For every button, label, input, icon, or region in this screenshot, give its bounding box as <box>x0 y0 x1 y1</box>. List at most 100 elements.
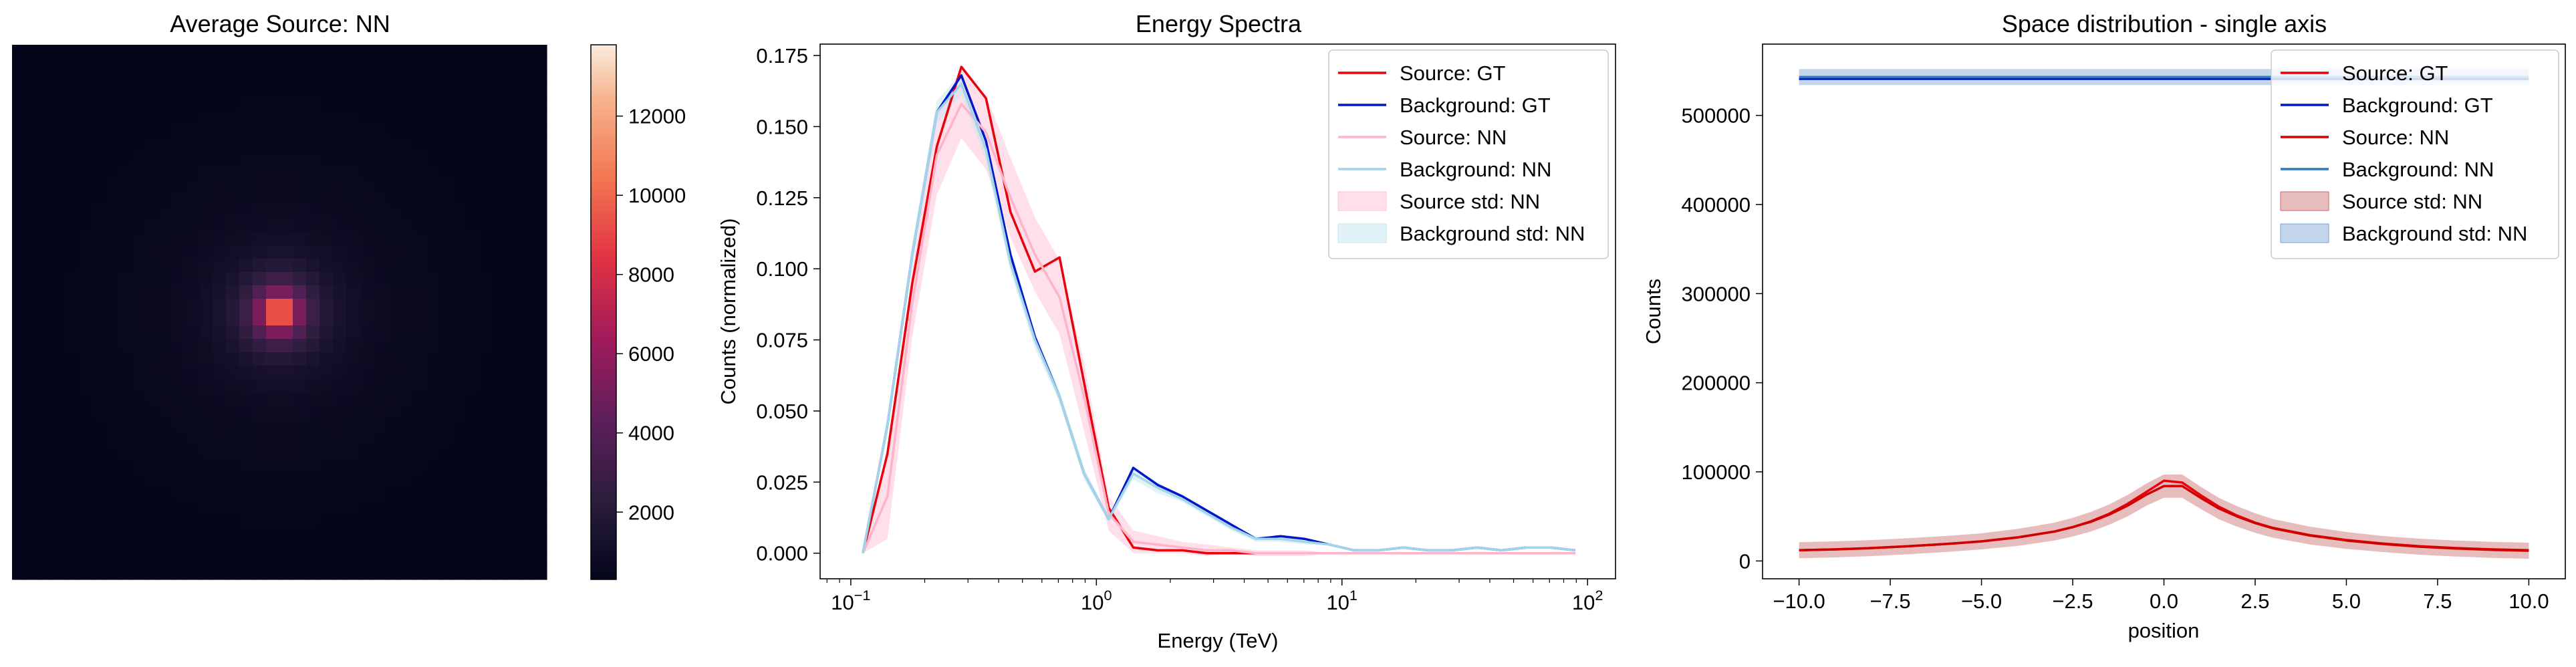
heatmap-cell <box>400 152 414 166</box>
heatmap-cell <box>119 366 133 380</box>
heatmap-cell <box>520 259 534 273</box>
heatmap-cell <box>520 299 534 313</box>
heatmap-cell <box>66 272 80 286</box>
heatmap-cell <box>146 192 160 206</box>
heatmap-cell <box>493 406 507 420</box>
heatmap-cell <box>119 499 133 513</box>
heatmap-cell <box>159 379 173 393</box>
heatmap-cell <box>467 272 481 286</box>
heatmap-cell <box>480 72 494 86</box>
heatmap-cell <box>319 245 334 259</box>
heatmap-cell <box>66 285 80 299</box>
heatmap-cell <box>39 566 53 580</box>
heatmap-cell <box>199 58 213 72</box>
heatmap-cell <box>66 312 80 326</box>
heatmap-cell <box>239 285 253 299</box>
heatmap-cell <box>106 392 120 406</box>
heatmap-cell <box>373 138 387 152</box>
heatmap-cell <box>507 125 521 139</box>
heatmap-cell <box>533 499 547 513</box>
heatmap-cell <box>360 352 374 366</box>
heatmap-cell <box>373 553 387 567</box>
heatmap-cell <box>400 352 414 366</box>
heatmap-cell <box>92 432 106 446</box>
heatmap-cell <box>66 58 80 72</box>
heatmap-cell <box>119 125 133 139</box>
heatmap-cell <box>66 152 80 166</box>
heatmap-cell <box>253 45 267 59</box>
heatmap-cell <box>279 352 293 366</box>
heatmap-cell <box>266 205 280 219</box>
heatmap-cell <box>25 138 39 152</box>
heatmap-cell <box>467 486 481 500</box>
heatmap-cell <box>480 419 494 433</box>
space-distribution-title: Space distribution - single axis <box>2002 10 2327 37</box>
heatmap-cell <box>413 352 427 366</box>
heatmap-cell <box>106 539 120 553</box>
heatmap-cell <box>92 526 106 540</box>
heatmap-cell <box>52 406 66 420</box>
heatmap-cell <box>66 138 80 152</box>
heatmap-cell <box>493 72 507 86</box>
heatmap-cell <box>213 526 227 540</box>
heatmap-cell <box>480 58 494 72</box>
x-tick-label: 10.0 <box>2508 589 2549 613</box>
heatmap-cell <box>386 219 400 233</box>
heatmap-cell <box>279 138 293 152</box>
heatmap-cell <box>66 219 80 233</box>
heatmap-cell <box>253 526 267 540</box>
heatmap-cell <box>400 379 414 393</box>
heatmap-cell <box>106 459 120 473</box>
heatmap-cell <box>119 513 133 527</box>
heatmap-cell <box>333 285 347 299</box>
heatmap-cell <box>119 58 133 72</box>
heatmap-cell <box>413 245 427 259</box>
heatmap-cell <box>39 285 53 299</box>
heatmap-cell <box>319 432 334 446</box>
heatmap-cell <box>106 432 120 446</box>
heatmap-cell <box>386 299 400 313</box>
heatmap-cell <box>199 392 213 406</box>
heatmap-cell <box>533 85 547 99</box>
heatmap-cell <box>266 259 280 273</box>
heatmap-cell <box>186 272 200 286</box>
heatmap-cell <box>520 459 534 473</box>
heatmap-cell <box>79 459 93 473</box>
heatmap-cell <box>346 299 360 313</box>
heatmap-cell <box>319 285 334 299</box>
heatmap-cell <box>226 446 240 460</box>
heatmap-cell <box>293 219 307 233</box>
heatmap-cell <box>413 526 427 540</box>
heatmap-cell <box>386 392 400 406</box>
heatmap-cell <box>39 45 53 59</box>
heatmap-cell <box>92 232 106 246</box>
heatmap-cell <box>39 325 53 340</box>
heatmap-cell <box>346 339 360 353</box>
heatmap-cell <box>226 98 240 112</box>
heatmap-cell <box>12 499 26 513</box>
heatmap-cell <box>346 392 360 406</box>
heatmap-cell <box>346 513 360 527</box>
heatmap-cell <box>346 446 360 460</box>
heatmap-cell <box>159 539 173 553</box>
heatmap-cell <box>493 379 507 393</box>
heatmap-cell <box>119 232 133 246</box>
heatmap-cell <box>453 432 467 446</box>
heatmap-cell <box>132 205 146 219</box>
heatmap-cell <box>533 299 547 313</box>
heatmap-cell <box>132 138 146 152</box>
heatmap-cell <box>346 112 360 126</box>
heatmap-cell <box>253 339 267 353</box>
heatmap-cell <box>413 513 427 527</box>
heatmap-cell <box>119 379 133 393</box>
heatmap-cell <box>172 553 186 567</box>
heatmap-cell <box>172 259 186 273</box>
heatmap-cell <box>306 432 320 446</box>
heatmap-cell <box>12 98 26 112</box>
heatmap-cell <box>52 45 66 59</box>
heatmap-cell <box>119 85 133 99</box>
heatmap-cell <box>39 553 53 567</box>
heatmap-cell <box>213 299 227 313</box>
heatmap-cell <box>146 366 160 380</box>
heatmap-cell <box>186 406 200 420</box>
